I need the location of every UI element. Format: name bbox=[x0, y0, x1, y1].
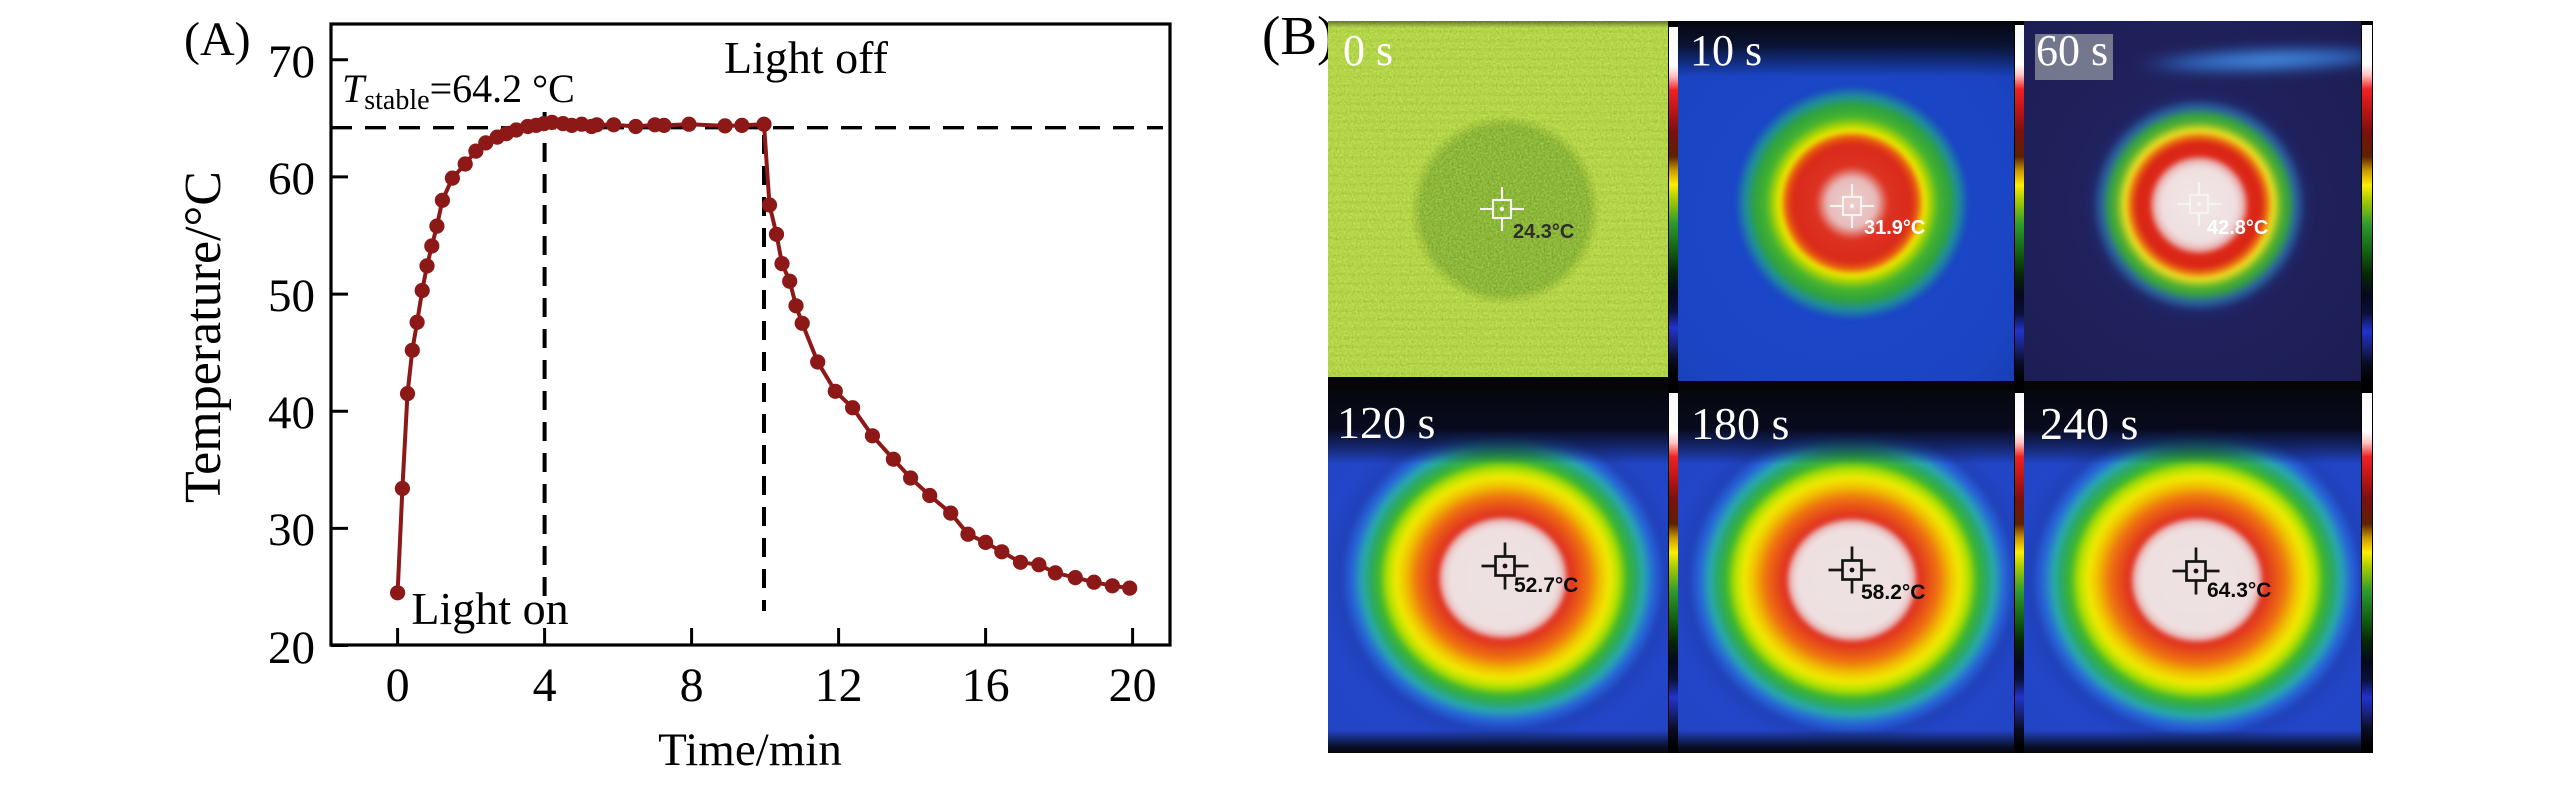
svg-text:Light off: Light off bbox=[724, 32, 889, 83]
svg-text:Time/min: Time/min bbox=[658, 724, 842, 776]
svg-text:16: 16 bbox=[962, 659, 1010, 712]
svg-text:60: 60 bbox=[268, 153, 315, 205]
svg-text:40: 40 bbox=[268, 387, 315, 439]
svg-text:70: 70 bbox=[268, 36, 315, 88]
svg-text:12: 12 bbox=[815, 659, 863, 712]
svg-text:50: 50 bbox=[268, 270, 315, 322]
svg-text:4: 4 bbox=[533, 659, 557, 712]
svg-text:20: 20 bbox=[1109, 659, 1157, 712]
svg-text:(A): (A) bbox=[184, 13, 251, 66]
svg-text:Temperature/°C: Temperature/°C bbox=[175, 171, 232, 503]
svg-text:0: 0 bbox=[386, 659, 410, 712]
svg-text:Tstable=64.2 °C: Tstable=64.2 °C bbox=[342, 66, 575, 116]
svg-text:20: 20 bbox=[268, 622, 315, 674]
svg-text:8: 8 bbox=[680, 659, 704, 712]
svg-text:30: 30 bbox=[268, 504, 315, 556]
svg-text:Light on: Light on bbox=[411, 583, 568, 634]
